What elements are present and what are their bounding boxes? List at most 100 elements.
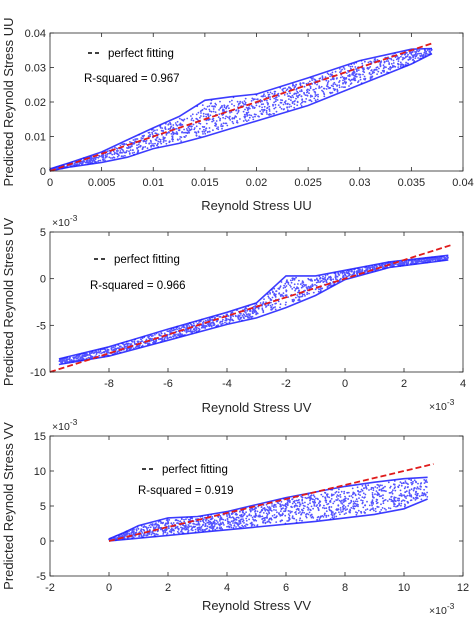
scatter-point — [145, 142, 148, 145]
scatter-point — [316, 277, 318, 280]
scatter-point — [360, 499, 362, 502]
scatter-point — [330, 510, 333, 512]
scatter-point — [251, 516, 254, 519]
scatter-point — [319, 77, 322, 80]
scatter-point — [193, 328, 196, 331]
scatter-point — [159, 338, 162, 340]
scatter-point — [315, 505, 318, 507]
scatter-point — [355, 513, 358, 516]
scatter-point — [344, 495, 346, 498]
scatter-point — [350, 506, 353, 509]
scatter-point — [393, 499, 396, 502]
scatter-point — [179, 520, 181, 523]
scatter-point — [126, 533, 128, 536]
scatter-point — [267, 113, 270, 116]
scatter-point — [145, 139, 148, 142]
scatter-point — [197, 131, 200, 134]
scatter-point — [187, 526, 190, 529]
scatter-point — [419, 485, 422, 488]
scatter-point — [275, 506, 277, 508]
scatter-point — [98, 155, 101, 158]
scatter-point — [382, 489, 384, 492]
scatter-point — [253, 515, 256, 518]
scatter-point — [227, 318, 230, 321]
scatter-point — [381, 497, 384, 500]
scatter-point — [248, 107, 251, 110]
scatter-point — [292, 277, 295, 280]
scatter-point — [321, 76, 324, 79]
scatter-point — [285, 290, 288, 293]
scatter-point — [418, 52, 421, 55]
scatter-point — [183, 326, 185, 329]
scatter-point — [238, 519, 241, 522]
scatter-point — [281, 294, 284, 297]
scatter-point — [180, 526, 182, 529]
scatter-point — [66, 360, 69, 362]
scatter-point — [183, 520, 186, 523]
scatter-point — [370, 61, 373, 63]
scatter-series — [108, 478, 429, 542]
x-tick-label: 0.025 — [294, 177, 322, 189]
scatter-point — [68, 357, 71, 360]
scatter-point — [112, 346, 115, 349]
scatter-point — [318, 288, 320, 291]
scatter-point — [88, 159, 91, 162]
scatter-point — [411, 59, 414, 61]
scatter-point — [166, 522, 168, 525]
scatter-point — [201, 524, 204, 527]
scatter-point — [244, 108, 246, 111]
scatter-point — [336, 84, 338, 87]
scatter-point — [191, 113, 194, 116]
scatter-point — [337, 491, 340, 494]
scatter-point — [330, 506, 333, 508]
scatter-point — [203, 326, 206, 329]
scatter-point — [205, 113, 207, 116]
scatter-point — [334, 274, 337, 277]
scatter-point — [291, 102, 294, 105]
scatter-point — [213, 323, 216, 326]
scatter-point — [105, 351, 108, 354]
scatter-point — [333, 500, 336, 503]
scatter-point — [325, 514, 328, 517]
scatter-point — [197, 520, 200, 523]
scatter-point — [286, 503, 289, 505]
scatter-point — [353, 74, 355, 77]
scatter-point — [364, 493, 367, 496]
scatter-point — [357, 505, 359, 508]
scatter-point — [210, 324, 213, 327]
scatter-point — [215, 120, 218, 122]
x-tick-label: -8 — [104, 378, 114, 390]
scatter-point — [334, 492, 337, 494]
scatter-point — [402, 499, 404, 502]
x-tick-label: 0.035 — [398, 177, 426, 189]
scatter-point — [356, 512, 359, 514]
scatter-point — [164, 128, 167, 131]
scatter-point — [219, 118, 221, 120]
scatter-point — [203, 131, 206, 133]
scatter-point — [350, 82, 353, 85]
scatter-point — [180, 327, 182, 330]
scatter-point — [295, 499, 298, 502]
scatter-point — [212, 119, 215, 122]
scatter-point — [274, 106, 277, 109]
scatter-point — [286, 279, 288, 282]
scatter-point — [269, 96, 271, 98]
scatter-point — [292, 96, 295, 99]
scatter-point — [290, 105, 292, 108]
scatter-point — [173, 532, 175, 535]
scatter-point — [149, 133, 152, 136]
scatter-point — [424, 485, 427, 488]
scatter-point — [134, 343, 137, 346]
scatter-point — [335, 490, 338, 493]
scatter-point — [323, 507, 326, 510]
scatter-point — [331, 514, 334, 516]
scatter-point — [308, 278, 310, 281]
scatter-point — [212, 108, 215, 110]
scatter-point — [206, 105, 209, 108]
scatter-point — [410, 261, 413, 263]
scatter-point — [353, 505, 356, 507]
x-tick-label: 4 — [460, 378, 466, 390]
scatter-point — [314, 279, 316, 282]
scatter-point — [298, 299, 301, 302]
